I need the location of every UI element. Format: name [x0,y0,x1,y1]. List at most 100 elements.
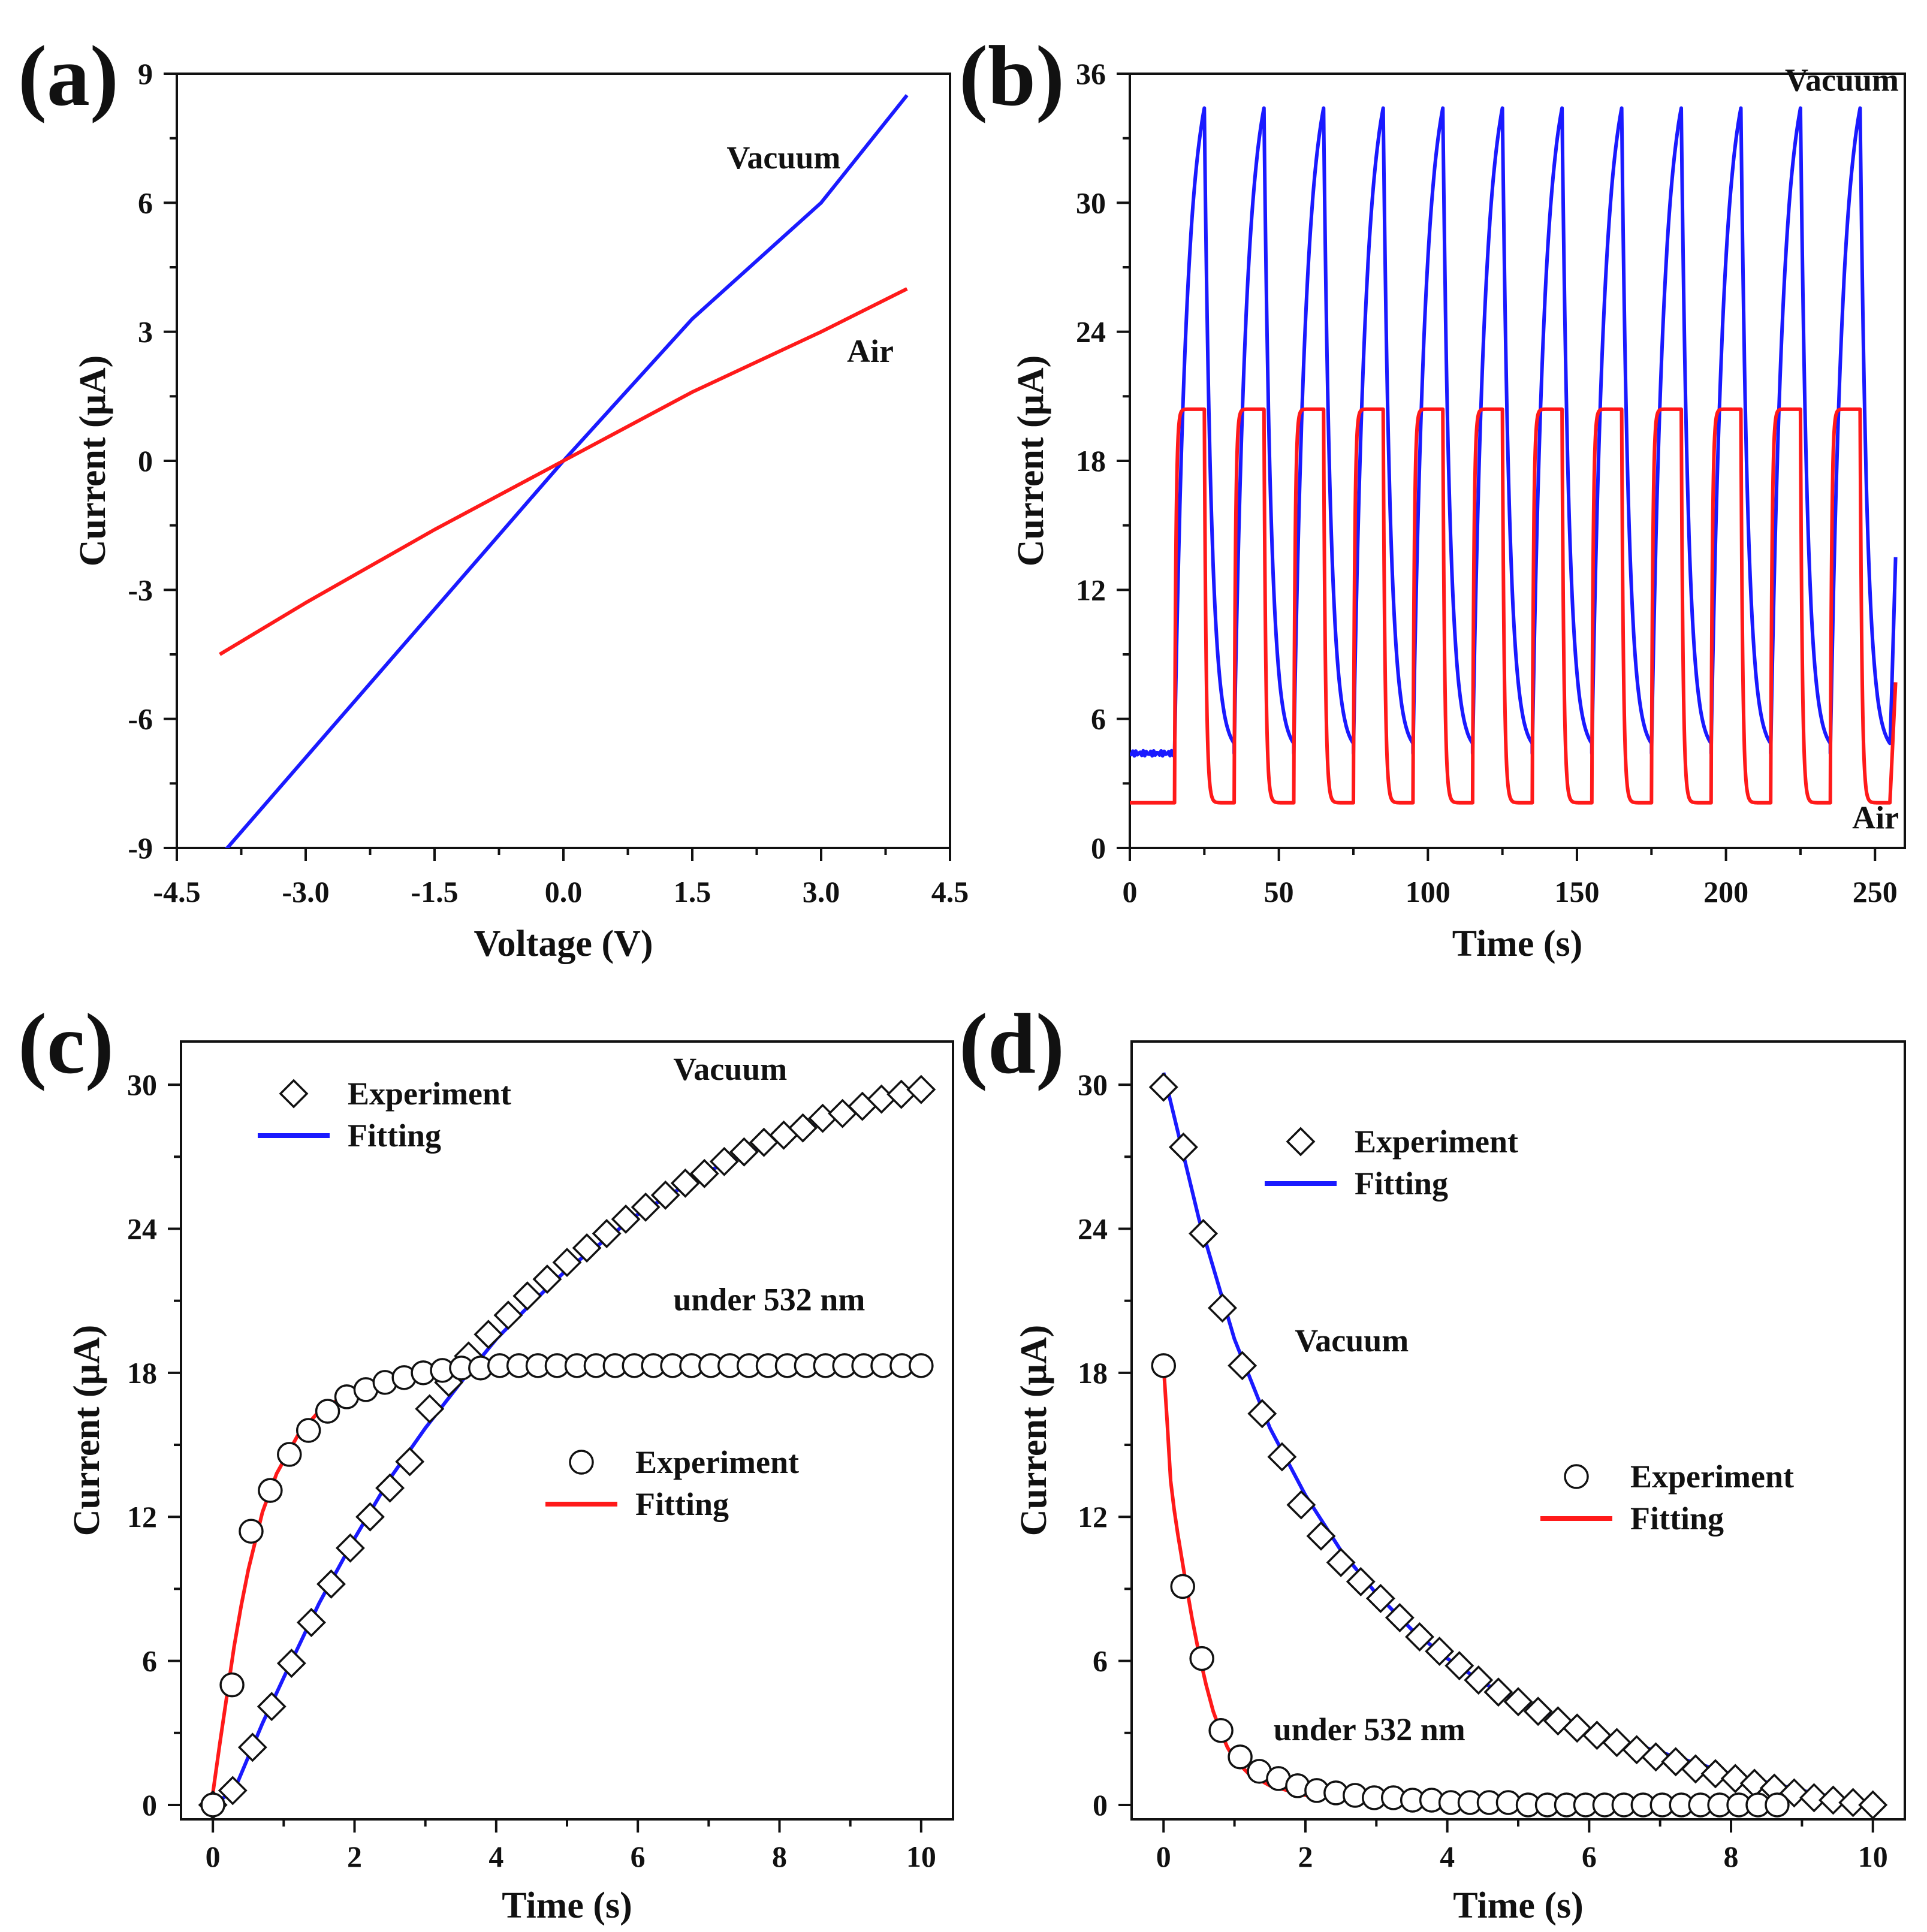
data-point [1286,1490,1316,1520]
annotation: Air [1852,800,1899,836]
y-tick-label: 30 [1076,186,1106,219]
data-point [1306,1521,1336,1551]
y-tick-label: 3 [138,315,153,349]
data-point [1445,1651,1474,1681]
y-tick-label: 12 [1076,573,1106,606]
data-point [1365,1583,1395,1613]
y-tick-label: 6 [1091,702,1106,736]
legend: Experiment Fitting [545,1444,799,1522]
data-point [1168,1132,1198,1162]
data-point [1267,1442,1297,1472]
data-point [218,1776,248,1806]
series-markers-air-experiment [1151,1353,1790,1818]
series-line-air-fitting [1162,1365,1788,1807]
x-tick-label: 50 [1264,875,1294,908]
annotation: Vacuum [673,1051,787,1087]
x-tick-label: 0 [1123,875,1138,908]
annotation: Vacuum [1785,62,1899,98]
x-tick-label: -3.0 [282,875,329,908]
x-tick-label: 2 [347,1840,362,1873]
x-tick-label: 4 [1440,1840,1455,1873]
y-axis-title: Current (μA) [1011,355,1051,567]
x-tick-label: 4.5 [931,875,969,908]
x-tick-label: 10 [906,1840,936,1873]
y-tick-label: 0 [142,1788,157,1822]
data-point [1503,1687,1533,1717]
data-point [1247,1399,1277,1429]
annotation: under 532 nm [673,1282,865,1318]
y-tick-label: 30 [1078,1068,1108,1101]
x-axis-title: Time (s) [502,1885,632,1926]
data-point [631,1192,661,1222]
data-point [1818,1785,1848,1815]
x-tick-label: 8 [772,1840,787,1873]
data-point [1464,1665,1494,1695]
legend-label: Fitting [1630,1501,1724,1536]
data-point [1346,1566,1376,1596]
data-point [315,1399,340,1424]
data-point [493,1300,523,1330]
data-point [296,1608,326,1637]
data-point [1228,1351,1257,1381]
y-tick-label: 36 [1076,57,1106,90]
data-point [1170,1574,1195,1599]
plot-area [1130,106,1898,805]
data-point [512,1281,542,1311]
x-tick-label: 6 [1582,1840,1597,1873]
y-tick-label: 0 [1093,1788,1108,1822]
y-tick-label: 24 [1078,1212,1108,1245]
data-point [1799,1783,1829,1813]
y-tick-label: 9 [138,57,153,90]
legend-label: Experiment [635,1444,799,1480]
legend-label: Fitting [348,1118,441,1154]
legend-label: Fitting [635,1486,729,1522]
series-line-air [219,287,908,656]
data-point [1681,1754,1711,1784]
panel-label: (a) [18,29,119,124]
series-line-vacuum-fitting [212,1088,922,1807]
data-point [316,1569,346,1599]
data-point [415,1394,445,1424]
panel-label: (c) [18,997,114,1092]
y-tick-label: 6 [1093,1644,1108,1678]
data-point [1641,1742,1671,1772]
x-tick-label: 1.5 [674,875,711,908]
data-point [1765,1792,1790,1818]
data-point [592,1219,622,1248]
legend-label: Fitting [1355,1166,1448,1202]
y-tick-label: 0 [1091,831,1106,865]
series-markers-vacuum-experiment [198,1074,936,1820]
data-point [906,1074,936,1104]
data-point [1208,1293,1237,1323]
data-point [258,1478,283,1503]
series-line-air [1130,407,1898,805]
data-point [729,1137,759,1167]
y-tick-label: -6 [128,702,153,736]
data-point [1151,1353,1177,1378]
x-tick-label: 0 [206,1840,221,1873]
data-point [277,1442,302,1467]
y-tick-label: -3 [128,573,153,606]
x-tick-label: 10 [1858,1840,1888,1873]
data-point [552,1248,582,1278]
x-axis-title: Time (s) [1453,1885,1584,1926]
x-tick-label: -4.5 [153,875,200,908]
data-point [295,1418,321,1443]
annotation: Air [847,333,894,369]
x-tick-label: 4 [488,1840,503,1873]
annotation: Vacuum [1295,1323,1409,1359]
x-tick-label: 200 [1703,875,1748,908]
data-point [276,1649,306,1679]
annotation: Vacuum [726,140,840,176]
data-point [532,1264,562,1294]
legend: Experiment Fitting [258,1076,511,1154]
legend: Experiment Fitting [1265,1124,1518,1202]
data-point [1385,1603,1415,1632]
data-point [239,1519,264,1544]
x-tick-label: 0.0 [545,875,583,908]
data-point [1228,1744,1253,1770]
panel-label: (b) [959,29,1064,124]
data-point [474,1320,503,1350]
